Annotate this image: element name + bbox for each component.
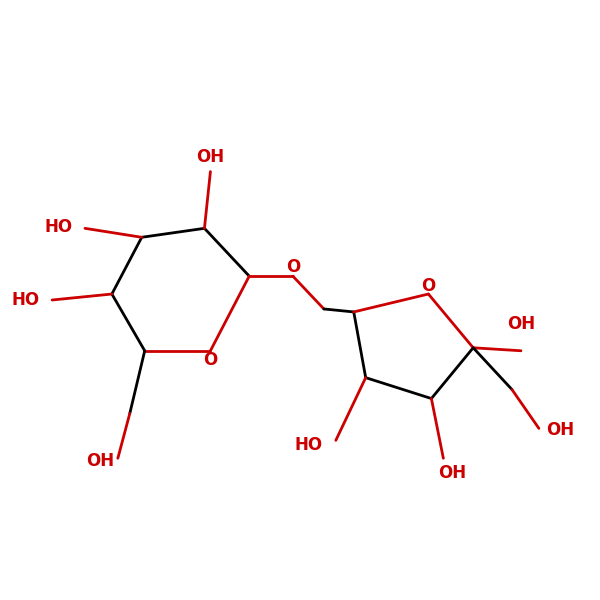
- Text: O: O: [286, 258, 300, 276]
- Text: HO: HO: [11, 291, 40, 309]
- Text: OH: OH: [507, 315, 535, 333]
- Text: HO: HO: [295, 436, 323, 454]
- Text: OH: OH: [438, 464, 466, 482]
- Text: HO: HO: [44, 218, 72, 236]
- Text: O: O: [203, 351, 218, 369]
- Text: O: O: [421, 277, 436, 295]
- Text: OH: OH: [546, 421, 574, 439]
- Text: OH: OH: [196, 148, 224, 166]
- Text: OH: OH: [86, 452, 114, 470]
